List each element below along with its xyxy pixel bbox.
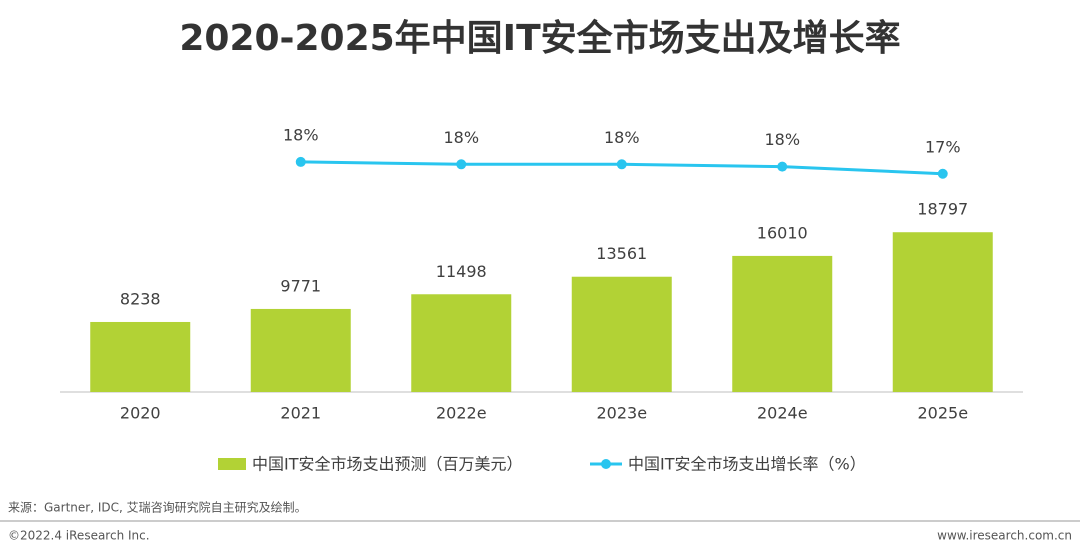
data-label: 16010 bbox=[757, 223, 808, 242]
x-tick-label: 2024e bbox=[757, 404, 808, 423]
data-label: 18% bbox=[283, 125, 319, 144]
bar bbox=[90, 321, 191, 392]
data-label: 11498 bbox=[436, 262, 487, 281]
x-tick-label: 2020 bbox=[120, 404, 161, 423]
data-label: 18% bbox=[764, 130, 800, 149]
data-label: 9771 bbox=[280, 276, 321, 295]
data-label: 18797 bbox=[917, 200, 968, 219]
legend-label: 中国IT安全市场支出预测（百万美元） bbox=[252, 455, 523, 474]
x-tick-label: 2021 bbox=[280, 404, 321, 423]
line-point bbox=[937, 168, 948, 179]
legend-swatch-bar bbox=[218, 458, 246, 470]
bar bbox=[250, 308, 351, 392]
legend-swatch-dot bbox=[601, 459, 611, 469]
data-label: 18% bbox=[443, 128, 479, 147]
data-label: 18% bbox=[604, 128, 640, 147]
line-point bbox=[456, 159, 467, 170]
bar bbox=[732, 255, 833, 392]
x-tick-label: 2025e bbox=[917, 404, 968, 423]
chart-title: 2020-2025年中国IT安全市场支出及增长率 bbox=[179, 17, 900, 59]
bar bbox=[571, 276, 672, 392]
line-point bbox=[295, 156, 306, 167]
line-point bbox=[616, 159, 627, 170]
data-label: 8238 bbox=[120, 289, 161, 308]
footer-left: ©2022.4 iResearch Inc. bbox=[8, 529, 150, 543]
legend-label: 中国IT安全市场支出增长率（%） bbox=[628, 455, 866, 474]
bar bbox=[892, 232, 993, 392]
x-tick-label: 2022e bbox=[436, 404, 487, 423]
source-note: 来源：Gartner, IDC, 艾瑞咨询研究院自主研究及绘制。 bbox=[8, 500, 307, 515]
line-point bbox=[777, 161, 788, 172]
footer-right: www.iresearch.com.cn bbox=[937, 529, 1072, 543]
data-label: 13561 bbox=[596, 244, 647, 263]
bar bbox=[411, 294, 512, 392]
x-tick-label: 2023e bbox=[596, 404, 647, 423]
data-label: 17% bbox=[925, 137, 961, 156]
